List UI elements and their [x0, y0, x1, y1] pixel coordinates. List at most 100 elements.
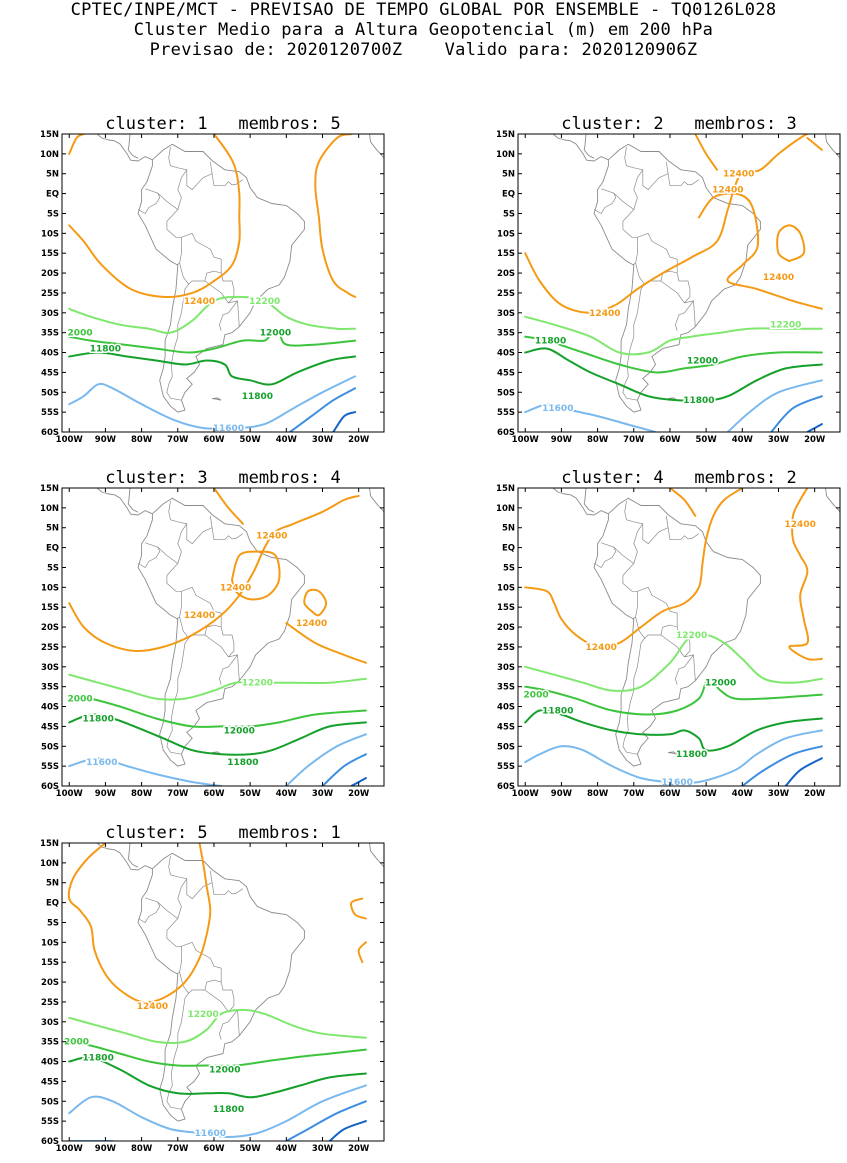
lat-tick-label: 40S — [41, 703, 59, 713]
contour-line — [670, 488, 695, 516]
lon-tick-label: 90W — [551, 789, 573, 799]
country-border — [167, 638, 189, 754]
map-plot: 1240012400124001240012200200011800120001… — [0, 488, 400, 808]
contour-line — [359, 942, 366, 962]
coastline — [584, 488, 594, 512]
country-border — [636, 263, 678, 284]
lat-tick-label: 10N — [496, 504, 515, 514]
contour-label: 12400 — [220, 583, 251, 593]
lat-tick-label: 55S — [41, 1117, 59, 1127]
contour-label: 11600 — [542, 404, 573, 414]
contour-label: 11800 — [227, 758, 258, 768]
panel-title: cluster: 1 membros: 5 — [62, 114, 384, 134]
lon-tick-label: 100W — [512, 435, 540, 445]
country-border — [158, 170, 187, 210]
lat-tick-label: 55S — [41, 408, 59, 418]
contour-line — [742, 746, 822, 786]
lon-tick-label: 40W — [732, 789, 754, 799]
country-border — [614, 524, 643, 564]
lat-tick-label: 15S — [41, 249, 59, 259]
contour-label: 11600 — [662, 778, 693, 788]
lat-tick-label: 20S — [497, 623, 515, 633]
lon-tick-label: 80W — [131, 789, 153, 799]
contour-line — [525, 130, 815, 313]
panel-title: cluster: 3 membros: 4 — [62, 468, 384, 488]
contour-line — [69, 675, 366, 700]
lon-tick-label: 70W — [623, 789, 645, 799]
contour-line — [69, 843, 210, 1002]
country-border — [212, 883, 243, 895]
lon-tick-label: 50W — [240, 1144, 262, 1154]
lat-tick-label: 50S — [497, 388, 515, 398]
lat-tick-label: 15N — [496, 484, 515, 494]
lon-tick-label: 100W — [56, 789, 84, 799]
contour-label: 11800 — [83, 1054, 114, 1064]
lat-tick-label: 5N — [46, 170, 59, 180]
lat-tick-label: 15N — [40, 130, 59, 140]
lat-tick-label: 45S — [41, 722, 59, 732]
contour-label: 12200 — [187, 1010, 218, 1020]
country-border — [181, 233, 221, 273]
contour-label: 12400 — [184, 611, 215, 621]
lon-tick-label: 90W — [95, 1144, 117, 1154]
country-border — [623, 284, 645, 400]
lat-tick-label: 15N — [40, 839, 59, 849]
contour-line — [525, 635, 822, 691]
lat-tick-label: 25S — [497, 643, 515, 653]
lon-tick-label: 20W — [804, 435, 826, 445]
coastline — [370, 134, 413, 177]
lon-tick-label: 90W — [95, 789, 117, 799]
contour-label: 12200 — [242, 679, 273, 689]
lat-tick-label: 20S — [41, 623, 59, 633]
country-border — [238, 1010, 240, 1036]
coastline — [97, 843, 152, 870]
lon-tick-label: 20W — [804, 789, 826, 799]
contour-label: 12200 — [770, 321, 801, 331]
country-border — [238, 301, 240, 327]
lon-tick-label: 60W — [659, 789, 681, 799]
contour-line — [290, 388, 355, 432]
country-border — [212, 528, 243, 540]
lat-tick-label: 5N — [46, 524, 59, 534]
header: CPTEC/INPE/MCT - PREVISAO DE TEMPO GLOBA… — [0, 0, 847, 60]
contour-line — [777, 225, 804, 261]
lat-tick-label: EQ — [502, 190, 515, 200]
lat-tick-label: 50S — [41, 388, 59, 398]
coastline — [138, 144, 304, 412]
country-border — [167, 210, 182, 266]
lat-tick-label: 35S — [41, 1038, 59, 1048]
country-border — [181, 942, 221, 982]
lat-tick-label: 5S — [503, 209, 515, 219]
country-border — [623, 210, 638, 266]
lat-tick-label: 45S — [497, 368, 515, 378]
contour-label: 12000 — [705, 679, 736, 689]
panel-title: cluster: 5 membros: 1 — [62, 823, 384, 843]
map-plot: 1240012400124001240012200118001200011800… — [456, 134, 847, 454]
country-border — [205, 982, 234, 1012]
country-border — [167, 564, 182, 620]
contour-label: 12400 — [712, 186, 743, 196]
lon-tick-label: 20W — [348, 435, 370, 445]
lon-tick-label: 80W — [587, 789, 609, 799]
contour-label: 11800 — [83, 714, 114, 724]
country-border — [158, 524, 187, 564]
contour-line — [69, 134, 84, 154]
lon-tick-label: 90W — [95, 435, 117, 445]
contour-label: 11600 — [86, 758, 117, 768]
contour-label: 11800 — [90, 345, 121, 355]
contour-label: 12200 — [676, 631, 707, 641]
lon-tick-label: 30W — [768, 435, 790, 445]
lon-tick-label: 30W — [312, 1144, 334, 1154]
contour-label: 12000 — [224, 726, 255, 736]
contour-line — [330, 1121, 366, 1141]
contour-line — [286, 1101, 366, 1141]
lat-tick-label: 10S — [497, 229, 515, 239]
contour-label: 12400 — [137, 1002, 168, 1012]
lon-tick-label: 80W — [587, 435, 609, 445]
lat-tick-label: 15S — [497, 603, 515, 613]
lat-tick-label: 25S — [41, 643, 59, 653]
